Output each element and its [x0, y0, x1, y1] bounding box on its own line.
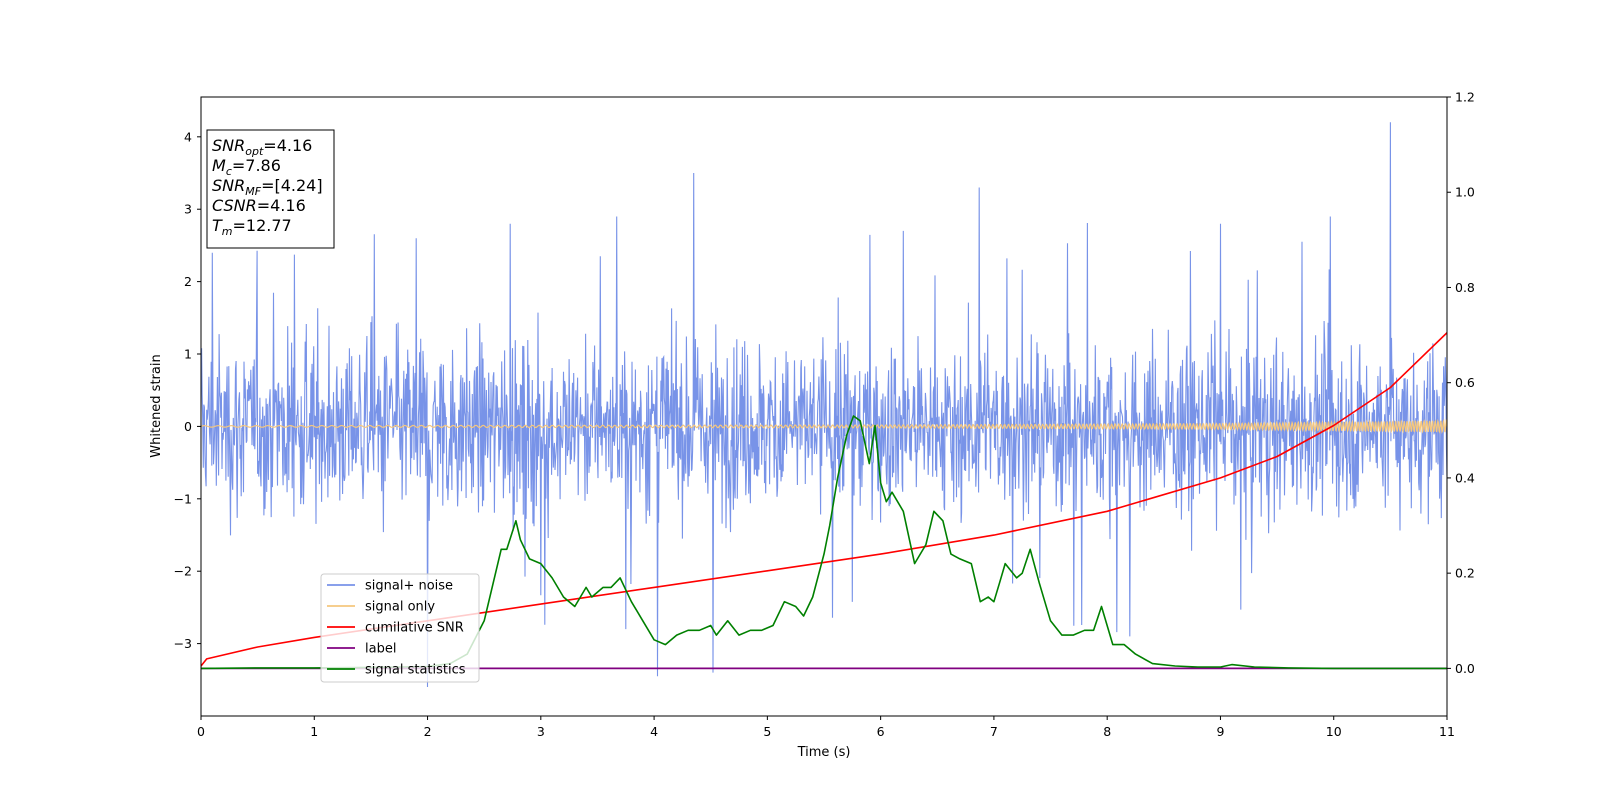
- x-axis-label: Time (s): [797, 745, 851, 760]
- y2-tick-label: 0.2: [1455, 566, 1475, 581]
- x-tick-label: 9: [1216, 724, 1224, 739]
- annotation-box: SNRopt=4.16Mc=7.86SNRMF=[4.24]CSNR=4.16T…: [206, 129, 335, 249]
- y2-tick-label: 0.0: [1455, 661, 1475, 676]
- legend-label: signal+ noise: [365, 579, 453, 594]
- legend-label: signal statistics: [365, 663, 466, 678]
- y-tick-label: −1: [174, 491, 192, 506]
- annotation-line: SNRopt=4.16: [212, 136, 312, 158]
- series-signal-noise: [201, 122, 1447, 688]
- series-signal-statistics: [201, 415, 1447, 670]
- plot-frame: [200, 96, 1448, 717]
- y-axis-label: Whitened strain: [149, 354, 164, 457]
- axes: 0 1 2 3 4 5 6 7 8 9 10 11 −3 −2 −1 0 1 2 3 4 0.0 0.2 0.4 0.6 0.8…: [174, 90, 1475, 740]
- legend-label: cumilative SNR: [365, 621, 464, 636]
- y2-tick-label: 0.8: [1455, 280, 1475, 295]
- y-tick-label: 4: [184, 129, 192, 144]
- y-tick-label: 2: [184, 274, 192, 289]
- legend-frame: [320, 573, 480, 683]
- series-cumulative-snr: [201, 332, 1447, 667]
- x-tick-label: 3: [537, 724, 545, 739]
- x-tick-label: 2: [424, 724, 432, 739]
- y2-tick-label: 0.4: [1455, 470, 1475, 485]
- x-tick-label: 0: [197, 724, 205, 739]
- x-tick-label: 8: [1103, 724, 1111, 739]
- y2-tick-label: 0.6: [1455, 375, 1475, 390]
- y-tick-label: 3: [184, 202, 192, 217]
- x-tick-label: 11: [1439, 724, 1455, 739]
- x-tick-label: 7: [990, 724, 998, 739]
- y-tick-label: −3: [174, 636, 192, 651]
- x-tick-label: 6: [877, 724, 885, 739]
- series-signal-only: [201, 418, 1447, 434]
- legend: signal+ noise signal only cumilative SNR la…: [320, 573, 480, 683]
- annotation-line: Tm=12.77: [212, 216, 292, 238]
- legend-label: signal only: [365, 600, 435, 615]
- y2-tick-label: 1.2: [1455, 90, 1475, 105]
- annotation-line: CSNR=4.16: [212, 196, 306, 215]
- y-tick-label: 0: [184, 419, 192, 434]
- legend-label: label: [365, 642, 396, 657]
- x-tick-label: 10: [1326, 724, 1342, 739]
- x-tick-label: 5: [763, 724, 771, 739]
- x-tick-label: 1: [310, 724, 318, 739]
- y-tick-label: −2: [174, 564, 192, 579]
- annotation-frame: [206, 129, 335, 249]
- annotation-line: Mc=7.86: [212, 156, 281, 178]
- x-tick-label: 4: [650, 724, 658, 739]
- annotation-line: SNRMF=[4.24]: [212, 176, 323, 198]
- y-tick-label: 1: [184, 347, 192, 362]
- y2-tick-label: 1.0: [1455, 185, 1475, 200]
